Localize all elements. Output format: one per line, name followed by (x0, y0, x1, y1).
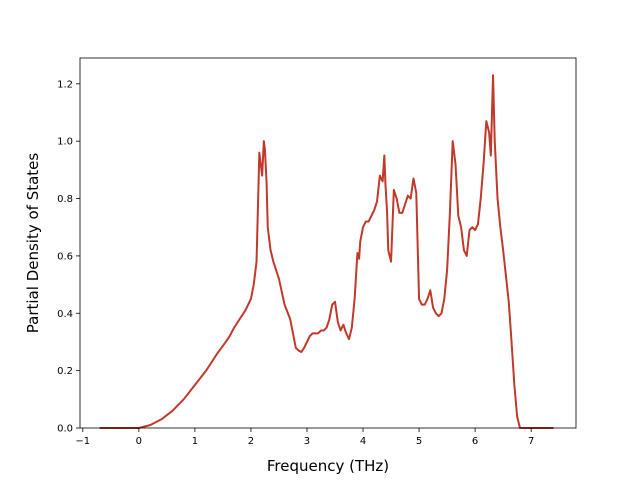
x-axis-label: Frequency (THz) (267, 457, 389, 475)
x-tick-label: 5 (416, 436, 422, 447)
y-tick-label: 1.2 (57, 79, 73, 90)
y-tick-label: 1.0 (57, 137, 73, 148)
x-tick-label: 0 (136, 436, 142, 447)
x-tick-label: 3 (304, 436, 310, 447)
x-axis-ticks: −1 0 1 2 3 4 5 6 7 (75, 428, 534, 447)
series-layer (99, 74, 554, 429)
y-tick-label: 0.8 (57, 194, 73, 205)
y-axis-ticks: 0.0 0.2 0.4 0.6 0.8 1.0 1.2 (57, 79, 80, 435)
x-tick-label: 7 (528, 436, 534, 447)
y-tick-label: 0.6 (57, 251, 73, 262)
plot-frame (79, 57, 577, 429)
x-tick-label: 6 (472, 436, 478, 447)
y-tick-label: 0.2 (57, 366, 73, 377)
x-tick-label: −1 (75, 436, 90, 447)
x-tick-label: 1 (192, 436, 198, 447)
y-tick-label: 0.0 (57, 424, 73, 435)
y-tick-label: 0.4 (57, 309, 73, 320)
series-line (99, 74, 554, 429)
x-tick-label: 4 (360, 436, 366, 447)
y-axis-label: Partial Density of States (24, 153, 42, 334)
x-tick-label: 2 (248, 436, 254, 447)
